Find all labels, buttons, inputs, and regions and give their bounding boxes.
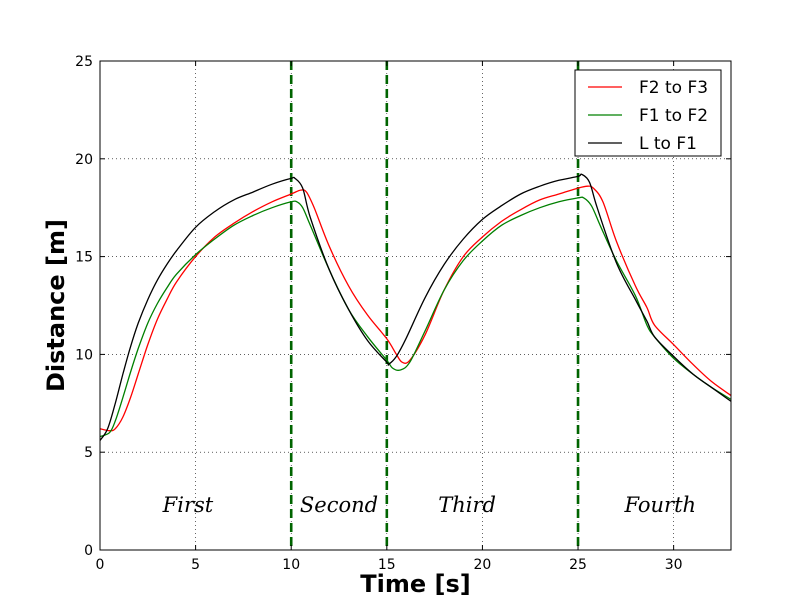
x-axis-label: Time [s] — [360, 570, 470, 598]
series-line-f2-to-f3 — [99, 185, 732, 432]
series-line-f1-to-f2 — [99, 196, 732, 438]
legend-frame — [574, 69, 722, 157]
phase-labels: First Second Third Fourth — [162, 493, 696, 517]
y-tick-label: 25 — [75, 54, 93, 70]
x-tick-label: 25 — [569, 557, 587, 573]
x-tick-label: 30 — [665, 557, 683, 573]
y-tick-label: 10 — [75, 347, 93, 363]
y-axis-label: Distance [m] — [42, 219, 70, 392]
phase-label-second: Second — [300, 493, 378, 517]
series-line-l-to-f1 — [99, 173, 732, 441]
y-tick-label: 5 — [84, 445, 93, 461]
series — [99, 173, 732, 441]
y-tick-label: 15 — [75, 250, 93, 266]
plot-frame — [99, 60, 732, 551]
ticks: 0 5 10 15 20 25 30 0 5 10 15 20 25 — [75, 54, 731, 573]
phase-markers — [289, 61, 580, 550]
phase-label-fourth: Fourth — [623, 493, 696, 517]
x-tick-label: 20 — [474, 557, 492, 573]
legend-label-f1-to-f2: F1 to F2 — [639, 106, 708, 126]
y-tick-label: 0 — [84, 543, 93, 559]
legend-label-l-to-f1: L to F1 — [639, 134, 697, 154]
x-tick-label: 0 — [96, 557, 105, 573]
x-tick-label: 10 — [282, 557, 300, 573]
y-tick-label: 20 — [75, 152, 93, 168]
x-tick-label: 15 — [378, 557, 396, 573]
x-tick-label: 5 — [191, 557, 200, 573]
phase-label-first: First — [162, 493, 214, 517]
phase-label-third: Third — [438, 493, 496, 517]
legend-label-f2-to-f3: F2 to F3 — [639, 78, 708, 98]
legend: F2 to F3 F1 to F2 L to F1 — [574, 69, 722, 157]
